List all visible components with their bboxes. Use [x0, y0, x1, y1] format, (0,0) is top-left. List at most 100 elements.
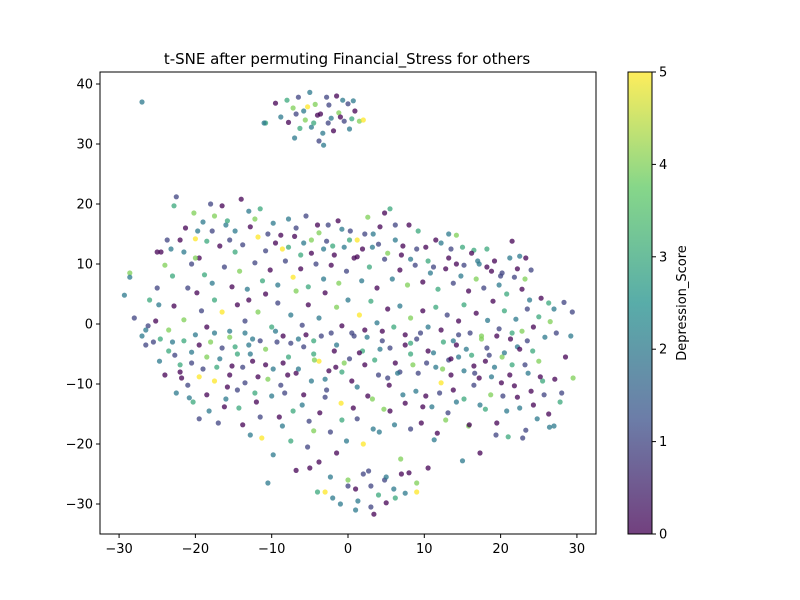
scatter-point: [311, 428, 317, 434]
scatter-point: [443, 417, 449, 423]
scatter-point: [162, 262, 168, 268]
scatter-point: [450, 387, 456, 393]
scatter-point: [528, 267, 534, 273]
scatter-point: [200, 366, 206, 372]
scatter-point: [247, 224, 253, 230]
scatter-point: [234, 351, 240, 357]
scatter-point: [415, 228, 421, 234]
scatter-point: [501, 308, 507, 314]
scatter-point: [217, 243, 223, 249]
scatter-point: [369, 244, 375, 250]
scatter-point: [312, 101, 318, 107]
scatter-point: [337, 501, 343, 507]
scatter-point: [293, 288, 299, 294]
scatter-point: [372, 357, 378, 363]
scatter-point: [557, 399, 563, 405]
scatter-point: [408, 315, 414, 321]
scatter-point: [246, 342, 252, 348]
scatter-point: [448, 372, 454, 378]
scatter-point: [353, 507, 359, 513]
scatter-point: [414, 336, 420, 342]
scatter-point: [385, 375, 391, 381]
scatter-point: [513, 316, 519, 322]
scatter-point: [368, 483, 374, 489]
scatter-point: [349, 378, 355, 384]
scatter-point: [379, 328, 385, 334]
scatter-point: [424, 360, 430, 366]
scatter-point: [420, 404, 426, 410]
x-axis: −30 −20 −10 0 10 20 30: [105, 534, 585, 557]
scatter-point: [198, 308, 205, 314]
scatter-point: [219, 309, 225, 315]
scatter-point: [476, 261, 482, 267]
colorbar-label: Depression_Score: [675, 245, 690, 361]
x-tick-label: 20: [492, 542, 509, 557]
scatter-point: [279, 423, 285, 429]
scatter-point: [540, 378, 546, 384]
x-tick-label: −30: [105, 542, 132, 557]
scatter-point: [570, 375, 576, 381]
scatter-point: [379, 338, 385, 344]
scatter-point: [354, 384, 360, 390]
scatter-point: [209, 228, 215, 234]
y-axis: −30 −20 −10 0 10 20 30 40: [66, 78, 100, 513]
scatter-point: [552, 376, 558, 382]
scatter-point: [292, 233, 298, 239]
scatter-point: [334, 342, 340, 348]
scatter-point: [223, 222, 229, 228]
scatter-point: [234, 387, 240, 393]
scatter-point: [177, 369, 183, 375]
scatter-point: [481, 285, 487, 291]
scatter-point: [336, 110, 342, 116]
scatter-point: [259, 278, 266, 284]
scatter-point: [339, 417, 345, 423]
scatter-point: [519, 328, 525, 334]
scatter-point: [360, 441, 366, 447]
scatter-point: [327, 429, 333, 435]
scatter-point: [121, 292, 127, 298]
scatter-point: [308, 237, 314, 243]
scatter-point: [321, 142, 327, 148]
scatter-point: [392, 360, 398, 366]
scatter-point: [307, 89, 313, 95]
scatter-point: [469, 352, 475, 358]
scatter-point: [295, 94, 301, 100]
scatter-point: [211, 213, 218, 219]
scatter-point: [414, 489, 420, 495]
scatter-point: [189, 349, 195, 355]
scatter-point: [359, 278, 365, 284]
scatter-point: [469, 250, 475, 256]
scatter-point: [511, 383, 517, 389]
scatter-point: [322, 489, 328, 495]
scatter-point: [494, 333, 500, 339]
scatter-point: [227, 372, 233, 378]
scatter-point: [339, 369, 345, 375]
scatter-point: [459, 458, 466, 464]
scatter-point: [499, 354, 505, 360]
scatter-point: [517, 346, 523, 352]
scatter-point: [166, 327, 172, 333]
scatter-point: [276, 414, 282, 420]
scatter-point: [362, 362, 368, 368]
scatter-point: [270, 452, 276, 458]
scatter-point: [392, 237, 398, 243]
scatter-point: [374, 320, 380, 326]
scatter-point: [387, 345, 393, 351]
scatter-point: [292, 135, 298, 141]
scatter-point: [267, 267, 273, 273]
scatter-point: [389, 276, 395, 282]
plot-frame: [99, 71, 597, 535]
scatter-point: [547, 319, 553, 325]
scatter-point: [402, 332, 408, 338]
scatter-point: [501, 350, 507, 356]
scatter-point: [473, 310, 479, 316]
scatter-point: [505, 434, 511, 440]
scatter-point: [433, 304, 439, 310]
scatter-point: [259, 435, 265, 441]
scatter-point: [279, 246, 285, 252]
scatter-point: [336, 280, 342, 286]
scatter-point: [349, 116, 355, 122]
scatter-point: [391, 422, 398, 428]
scatter-point: [250, 336, 256, 342]
